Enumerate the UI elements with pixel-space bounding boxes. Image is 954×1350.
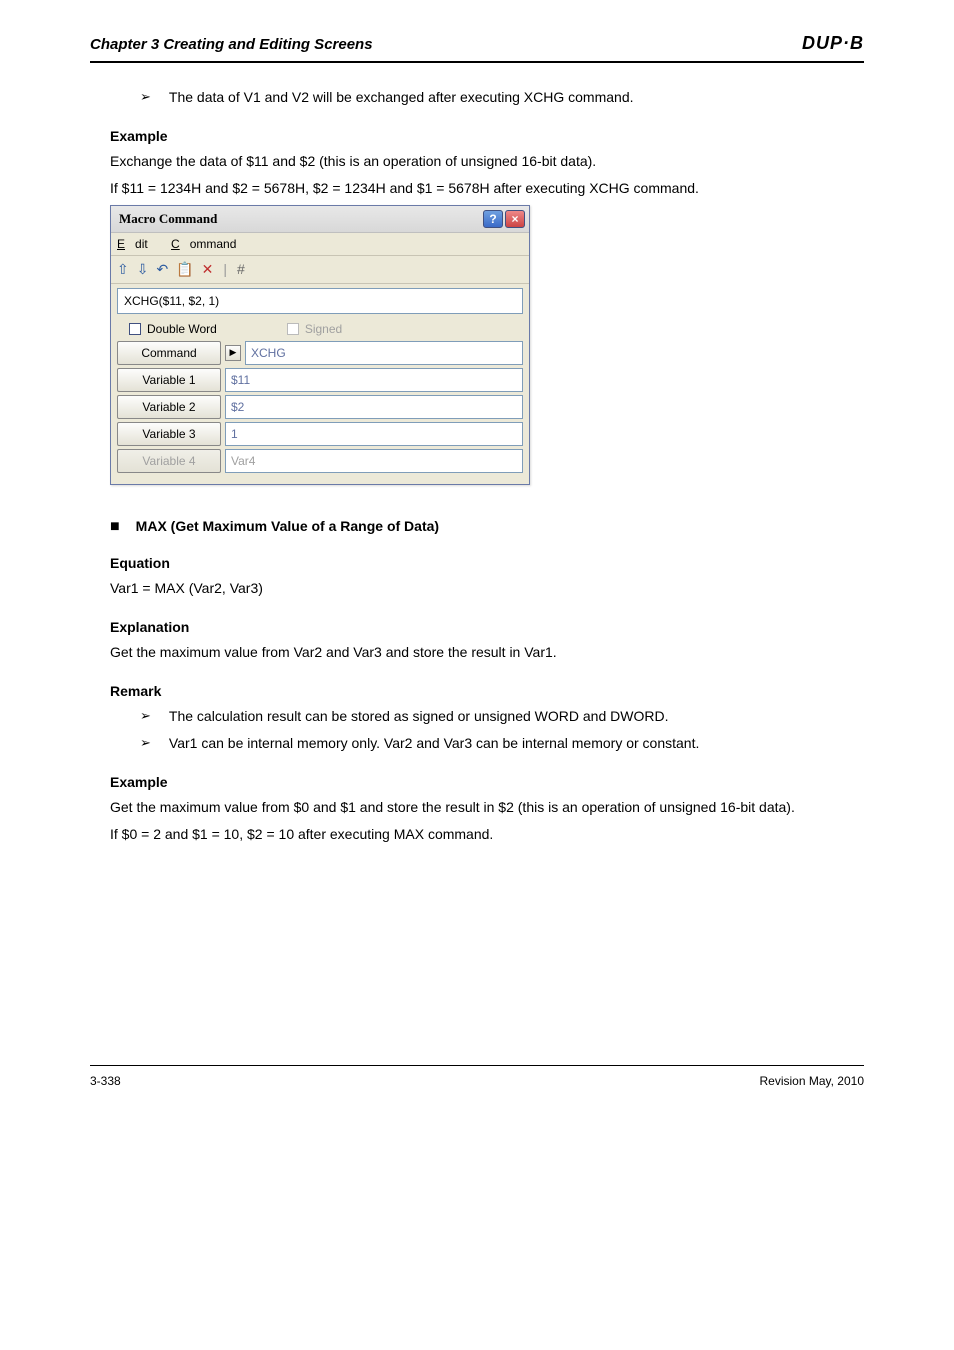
square-bullet-icon: ■ <box>110 515 120 539</box>
help-button[interactable]: ? <box>483 210 503 228</box>
feature-title: MAX (Get Maximum Value of a Range of Dat… <box>136 516 439 537</box>
doubleword-label: Double Word <box>147 320 217 338</box>
example1-line2: If $11 = 1234H and $2 = 5678H, $2 = 1234… <box>110 178 864 199</box>
variable4-button: Variable 4 <box>117 449 221 473</box>
macro-command-window: Macro Command ? × Edit Command ⇧ ⇩ ↶ 📋 ✕… <box>110 205 530 485</box>
triangle-icon: ➢ <box>140 87 151 108</box>
variable3-field[interactable]: 1 <box>225 422 523 446</box>
paste-icon[interactable]: 📋 <box>176 259 193 280</box>
signed-label: Signed <box>305 320 342 338</box>
doubleword-checkbox[interactable] <box>129 323 141 335</box>
menubar: Edit Command <box>111 233 529 256</box>
triangle-icon: ➢ <box>140 706 151 727</box>
example1-line1: Exchange the data of $11 and $2 (this is… <box>110 151 864 172</box>
variable1-field[interactable]: $11 <box>225 368 523 392</box>
remark-text: Var1 can be internal memory only. Var2 a… <box>169 733 699 754</box>
equation-body: Var1 = MAX (Var2, Var3) <box>110 578 864 599</box>
variable3-button[interactable]: Variable 3 <box>117 422 221 446</box>
equation-heading: Equation <box>110 553 864 574</box>
toolbar: ⇧ ⇩ ↶ 📋 ✕ | # <box>111 256 529 284</box>
variable2-button[interactable]: Variable 2 <box>117 395 221 419</box>
command-line-input[interactable]: XCHG($11, $2, 1) <box>117 288 523 314</box>
menu-edit[interactable]: Edit <box>117 237 158 251</box>
variable2-field[interactable]: $2 <box>225 395 523 419</box>
page-header: Chapter 3 Creating and Editing Screens D… <box>90 30 864 63</box>
down-arrow-icon[interactable]: ⇩ <box>137 259 149 280</box>
triangle-icon: ➢ <box>140 733 151 754</box>
bullet-text: The data of V1 and V2 will be exchanged … <box>169 87 634 108</box>
variable4-field: Var4 <box>225 449 523 473</box>
menu-command[interactable]: Command <box>171 237 246 251</box>
variable1-button[interactable]: Variable 1 <box>117 368 221 392</box>
example2-heading: Example <box>110 772 864 793</box>
explanation-body: Get the maximum value from Var2 and Var3… <box>110 642 864 663</box>
undo-icon[interactable]: ↶ <box>156 259 168 280</box>
play-icon[interactable]: ▶ <box>225 345 241 361</box>
close-button[interactable]: × <box>505 210 525 228</box>
chapter-title: Chapter 3 Creating and Editing Screens <box>90 34 373 57</box>
delete-icon[interactable]: ✕ <box>202 259 214 280</box>
separator: | <box>223 259 227 280</box>
hash-icon[interactable]: # <box>237 259 245 280</box>
up-arrow-icon[interactable]: ⇧ <box>117 259 129 280</box>
window-title: Macro Command <box>119 209 217 229</box>
feature-row: ■ MAX (Get Maximum Value of a Range of D… <box>110 515 864 539</box>
example2-line2: If $0 = 2 and $1 = 10, $2 = 10 after exe… <box>110 824 864 845</box>
remark-item: ➢ The calculation result can be stored a… <box>140 706 864 727</box>
example1-heading: Example <box>110 126 864 147</box>
revision-text: Revision May, 2010 <box>760 1072 865 1090</box>
remark-text: The calculation result can be stored as … <box>169 706 669 727</box>
top-bullet: ➢ The data of V1 and V2 will be exchange… <box>140 87 864 108</box>
titlebar: Macro Command ? × <box>111 206 529 233</box>
brand-logo: DUP·B <box>802 30 864 57</box>
remark-heading: Remark <box>110 681 864 702</box>
command-button[interactable]: Command <box>117 341 221 365</box>
page-footer: 3-338 Revision May, 2010 <box>90 1065 864 1090</box>
command-field[interactable]: XCHG <box>245 341 523 365</box>
remark-item: ➢ Var1 can be internal memory only. Var2… <box>140 733 864 754</box>
example2-line1: Get the maximum value from $0 and $1 and… <box>110 797 864 818</box>
signed-checkbox <box>287 323 299 335</box>
page-number: 3-338 <box>90 1072 121 1090</box>
explanation-heading: Explanation <box>110 617 864 638</box>
